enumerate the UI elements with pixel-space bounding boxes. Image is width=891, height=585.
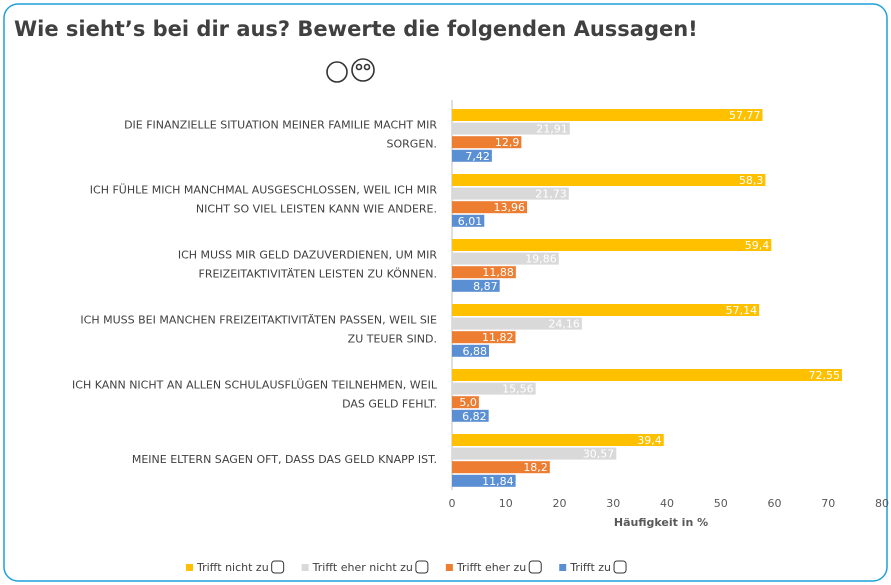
value-label: 57,14: [726, 304, 758, 317]
value-label: 21,91: [536, 123, 568, 136]
value-label: 30,57: [583, 448, 615, 461]
bar: [452, 122, 570, 135]
legend-label: Trifft zu: [569, 561, 611, 574]
bar: [452, 317, 582, 330]
legend-swatch: [301, 564, 309, 571]
value-label: 11,84: [482, 475, 514, 488]
y-tick-label: MEINE ELTERN SAGEN OFT, DASS DAS GELD KN…: [132, 453, 437, 466]
y-tick-label: ICH KANN NICHT AN ALLEN SCHULAUSFLÜGEN T…: [72, 379, 438, 392]
bar: [452, 474, 516, 487]
value-label: 21,73: [535, 188, 567, 201]
y-tick-label: FREIZEITAKTIVITÄTEN LEISTEN ZU KÖNNEN.: [199, 268, 438, 281]
bar: [452, 187, 569, 200]
value-label: 18,2: [523, 461, 548, 474]
x-tick-label: 80: [875, 497, 889, 510]
value-label: 15,56: [502, 383, 534, 396]
bar: [452, 434, 664, 446]
x-tick-label: 70: [821, 497, 835, 510]
value-label: 72,55: [808, 369, 840, 382]
bar: [452, 447, 617, 460]
y-tick-label: DIE FINANZIELLE SITUATION MEINER FAMILIE…: [124, 119, 437, 132]
y-tick-label: ICH FÜHLE MICH MANCHMAL AUSGESCHLOSSEN, …: [90, 184, 438, 197]
x-axis-label: Häufigkeit in %: [614, 516, 708, 529]
bar: [452, 201, 528, 214]
bar: [452, 369, 842, 381]
x-tick-label: 40: [660, 497, 674, 510]
value-label: 58,3: [739, 174, 764, 187]
frame: [3, 3, 888, 582]
chart-title: Wie sieht’s bei dir aus? Bewerte die fol…: [14, 17, 698, 41]
bar: [452, 109, 763, 121]
bar: [452, 239, 772, 251]
bar: [452, 331, 516, 344]
legend-label: Trifft nicht zu: [196, 561, 269, 574]
value-label: 57,77: [729, 109, 761, 122]
legend-icon: [415, 560, 429, 574]
y-tick-label: ZU TEUER SIND.: [348, 333, 437, 346]
y-tick-label: NICHT SO VIEL LEISTEN KANN WIE ANDERE.: [196, 203, 437, 216]
title-icons: [326, 58, 375, 83]
value-label: 11,82: [482, 331, 514, 344]
bar: [452, 396, 479, 409]
x-tick-label: 60: [768, 497, 782, 510]
value-label: 24,16: [548, 318, 580, 331]
x-tick-label: 20: [553, 497, 567, 510]
legend-swatch: [186, 564, 193, 571]
y-tick-label: DAS GELD FEHLT.: [342, 398, 437, 411]
legend-swatch: [559, 564, 567, 571]
value-label: 8,87: [473, 280, 498, 293]
x-tick-label: 10: [499, 497, 513, 510]
value-label: 6,88: [462, 345, 487, 358]
y-tick-label: ICH MUSS BEI MANCHEN FREIZEITAKTIVITÄTEN…: [80, 314, 437, 327]
value-label: 39,4: [637, 434, 662, 447]
bar: [452, 279, 500, 292]
bar: [452, 136, 522, 149]
value-label: 6,82: [462, 410, 487, 423]
value-label: 7,42: [465, 150, 490, 163]
bar: [452, 382, 536, 395]
bar: [452, 174, 766, 186]
value-label: 13,96: [494, 201, 526, 214]
bar: [452, 461, 550, 474]
value-label: 6,01: [458, 215, 483, 228]
bar: [452, 266, 516, 279]
legend-icon: [528, 560, 542, 574]
value-label: 5,0: [459, 396, 477, 409]
bar: [452, 304, 760, 316]
bar: [452, 409, 489, 422]
value-label: 19,86: [525, 253, 557, 266]
legend-icon: [613, 560, 627, 574]
value-label: 11,88: [482, 266, 514, 279]
y-tick-label: ICH MUSS MIR GELD DAZUVERDIENEN, UM MIR: [178, 249, 437, 262]
y-tick-label: SORGEN.: [387, 138, 437, 151]
value-label: 59,4: [745, 239, 770, 252]
bar: [452, 149, 492, 162]
bar: [452, 214, 485, 227]
legend-swatch: [445, 564, 453, 571]
x-tick-label: 0: [449, 497, 456, 510]
legend-label: Trifft eher zu: [456, 561, 526, 574]
x-tick-label: 30: [606, 497, 620, 510]
legend-icon: [271, 560, 285, 574]
value-label: 12,9: [495, 136, 520, 149]
bar: [452, 252, 559, 265]
x-tick-label: 50: [714, 497, 728, 510]
bar: [452, 344, 489, 357]
legend-label: Trifft eher nicht zu: [312, 561, 413, 574]
